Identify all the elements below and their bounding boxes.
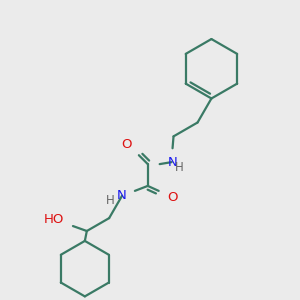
Text: N: N <box>117 189 127 202</box>
Text: H: H <box>175 160 184 174</box>
Text: HO: HO <box>44 213 64 226</box>
Text: O: O <box>122 138 132 151</box>
Text: H: H <box>106 194 115 207</box>
Text: N: N <box>168 156 177 169</box>
Text: O: O <box>167 191 178 204</box>
